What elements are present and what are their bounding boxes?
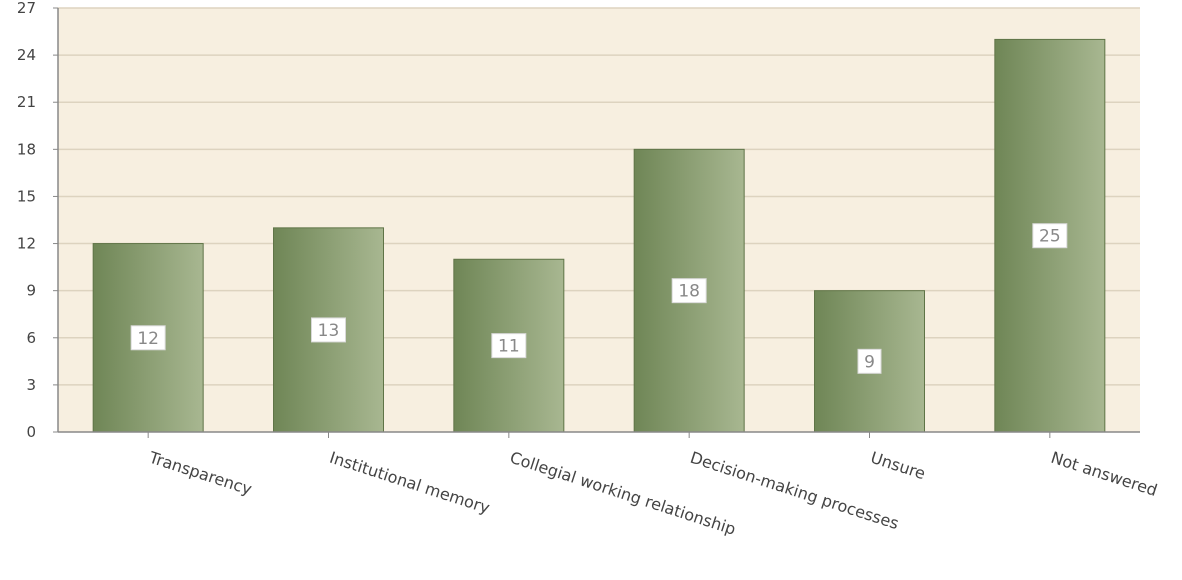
y-tick-label: 3: [26, 376, 36, 394]
data-label-value: 11: [498, 337, 520, 357]
data-label-box: [857, 348, 882, 374]
y-tick-label: 27: [17, 0, 36, 17]
data-label-value: 12: [137, 329, 159, 349]
y-tick-label: 21: [17, 93, 36, 111]
data-label-box: [491, 333, 527, 359]
data-label-box: [671, 278, 707, 304]
data-label-value: 9: [864, 352, 875, 372]
x-category-label: Institutional memory: [327, 448, 492, 518]
plot-area: [58, 8, 1140, 432]
y-tick-label: 9: [26, 282, 36, 300]
x-category-label: Transparency: [146, 447, 254, 498]
y-tick-label: 0: [26, 423, 36, 441]
y-tick-label: 6: [26, 329, 36, 347]
y-tick-label: 24: [17, 46, 36, 64]
data-label-box: [1032, 223, 1068, 249]
y-tick-label: 15: [17, 187, 36, 205]
gridlines: [58, 7, 1140, 386]
y-axis-ticks: 0 3 6 9 12 15 18 21 24 27: [17, 0, 58, 441]
data-label: 25: [1032, 223, 1068, 249]
x-category-label: Unsure: [868, 448, 928, 484]
data-label-box: [311, 317, 346, 343]
data-label: 13: [311, 317, 346, 343]
data-label: 18: [671, 278, 707, 304]
data-label-value: 25: [1039, 227, 1061, 247]
x-axis-categories: Transparency Institutional memory Collegia…: [146, 432, 1160, 539]
data-label: 11: [491, 333, 527, 359]
y-tick-label: 18: [17, 140, 36, 158]
bar: [92, 243, 204, 433]
data-label: 12: [130, 325, 166, 351]
axes: [57, 8, 1140, 433]
data-labels: 12 13 11 18 9 25: [130, 223, 1068, 374]
x-category-label: Not answered: [1049, 448, 1160, 500]
data-label-box: [130, 325, 166, 351]
data-label-value: 13: [318, 321, 340, 341]
y-tick-label: 12: [17, 235, 36, 253]
data-label: 9: [857, 348, 882, 374]
bars: [92, 38, 1106, 433]
data-label-value: 18: [678, 282, 700, 302]
